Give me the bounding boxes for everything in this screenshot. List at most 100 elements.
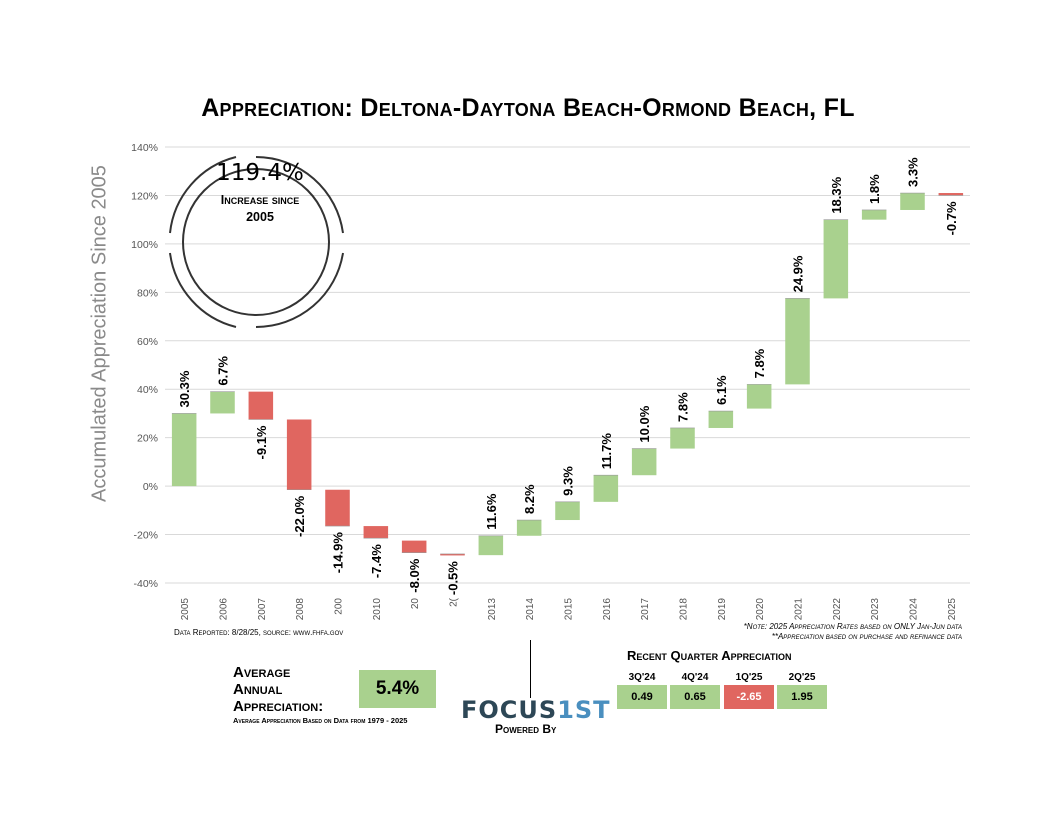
bar-value-label: 11.7% (599, 433, 614, 470)
y-tick-labels: -40% -20% 0% 20% 40% 60% 80% 100% 120% 140% (131, 142, 158, 590)
x-tick-label: 2016 (602, 598, 613, 621)
powered-by-text: Powered By (495, 722, 557, 736)
bar-value-label: 7.8% (676, 392, 691, 422)
bar-value-label: 10.0% (637, 405, 652, 442)
y-tick-label: 120% (131, 190, 158, 202)
total-increase-callout: 119.4% Increase since 2005 (180, 160, 340, 226)
callout-circle (169, 156, 344, 329)
x-tick-label: 2018 (679, 598, 690, 621)
bar-value-label: 3.3% (906, 157, 921, 187)
x-tick-label: 2017 (640, 598, 651, 621)
quarter-label: 3Q'24 (628, 672, 656, 683)
recent-quarter-cell: 3Q'24 0.49 (617, 672, 667, 709)
footnotes: *Note: 2025 Appreciation Rates based on … (620, 622, 962, 642)
bar (401, 540, 427, 553)
recent-quarter-cell: 1Q'25 -2.65 (724, 672, 774, 709)
avg-label-line3: Appreciation: (233, 698, 324, 715)
quarter-value: 0.65 (670, 685, 720, 709)
total-increase-text: Increase since 2005 (180, 192, 340, 226)
x-tick-label: 200 (334, 598, 345, 615)
bar-value-label: 1.8% (867, 174, 882, 204)
x-tick-label: 2022 (832, 598, 843, 621)
x-tick-label: 2010 (372, 598, 383, 621)
recent-quarter-cell: 4Q'24 0.65 (670, 672, 720, 709)
footnote-2: **Appreciation based on purchase and ref… (771, 632, 962, 641)
bar-value-label: 8.2% (522, 484, 537, 514)
avg-label-line2: Annual (233, 681, 283, 698)
y-tick-label: 140% (131, 142, 158, 154)
bar-value-label: 18.3% (829, 176, 844, 213)
bar-value-label: -14.9% (331, 532, 346, 574)
bar-value-label: 24.9% (791, 255, 806, 292)
bar-labels: 30.3% 6.7% -9.1% -22.0% -14.9% -7.4% -8.0% -0.5… (177, 157, 959, 595)
bar-value-label: -9.1% (254, 425, 269, 459)
bar (900, 193, 925, 210)
quarter-label: 1Q'25 (735, 672, 763, 683)
bar (555, 501, 580, 521)
bar (708, 411, 734, 428)
x-tick-label: 2020 (755, 598, 766, 621)
bar (171, 413, 197, 487)
bar (670, 427, 695, 449)
bar-value-label: -8.0% (407, 558, 422, 592)
bar-value-label: -0.5% (446, 561, 461, 595)
bar (210, 391, 235, 414)
logo-text-focus: FOCUS (461, 696, 558, 724)
bar (363, 526, 389, 539)
y-tick-label: 80% (137, 287, 158, 299)
bar (286, 419, 312, 490)
logo-text-1st: 1ST (557, 696, 611, 724)
data-reported-note: Data Reported: 8/28/25, source: www.fhfa… (174, 628, 344, 637)
callout-line1: Increase since (220, 193, 300, 207)
y-axis-label: Accumulated Appreciation Since 2005 (88, 165, 111, 502)
x-tick-label: 2021 (794, 598, 805, 621)
x-tick-label: 2006 (219, 598, 230, 621)
x-tick-label: 2014 (525, 598, 536, 621)
bar (785, 298, 810, 385)
x-tick-label: 2005 (180, 598, 191, 621)
bar (478, 535, 504, 556)
bar (325, 489, 350, 527)
bar (823, 219, 849, 299)
quarter-label: 4Q'24 (681, 672, 709, 683)
total-increase-value: 119.4% (216, 160, 304, 186)
avg-label-line1: Average (233, 664, 291, 681)
x-tick-label: 2015 (564, 598, 575, 621)
y-tick-label: 0% (143, 481, 158, 493)
bar-value-label: 11.6% (484, 493, 499, 530)
y-tick-label: 100% (131, 239, 158, 251)
recent-quarter-title: Recent Quarter Appreciation (627, 648, 792, 663)
x-tick-label: 2023 (870, 598, 881, 621)
bar (440, 553, 465, 556)
quarter-value: 0.49 (617, 685, 667, 709)
quarter-value: -2.65 (724, 685, 774, 709)
divider-line (530, 640, 531, 698)
average-value-box: 5.4% (359, 670, 436, 708)
x-tick-label: 20 (410, 598, 421, 610)
average-subtext: Average Appreciation Based on Data from … (233, 716, 408, 725)
callout-line2: 2005 (246, 210, 274, 224)
x-tick-label: 2024 (909, 598, 920, 621)
bar (938, 193, 964, 196)
quarter-label: 2Q'25 (788, 672, 816, 683)
bar-value-label: -0.7% (944, 201, 959, 235)
x-tick-label: 2007 (257, 598, 268, 621)
y-tick-label: 40% (137, 384, 158, 396)
bar (861, 209, 887, 220)
x-tick-labels: 2005 2006 2007 2008 200 2010 20 2(2013 2014 2015 2… (180, 597, 958, 620)
bar-value-label: 9.3% (561, 466, 576, 496)
y-tick-label: -20% (133, 530, 158, 542)
bar-value-label: 6.1% (714, 375, 729, 405)
bar-value-label: 7.8% (752, 348, 767, 378)
y-tick-label: 60% (137, 336, 158, 348)
x-tick-label: 2( (449, 597, 460, 607)
y-tick-label: 20% (137, 433, 158, 445)
bar-value-label: 30.3% (177, 370, 192, 407)
focus1st-logo: FOCUS1ST (461, 696, 611, 724)
bar (746, 384, 772, 409)
x-tick-label: 2019 (717, 598, 728, 621)
bar-value-label: -7.4% (369, 544, 384, 578)
x-tick-label: 2008 (295, 598, 306, 621)
footnote-1: *Note: 2025 Appreciation Rates based on … (743, 622, 962, 631)
